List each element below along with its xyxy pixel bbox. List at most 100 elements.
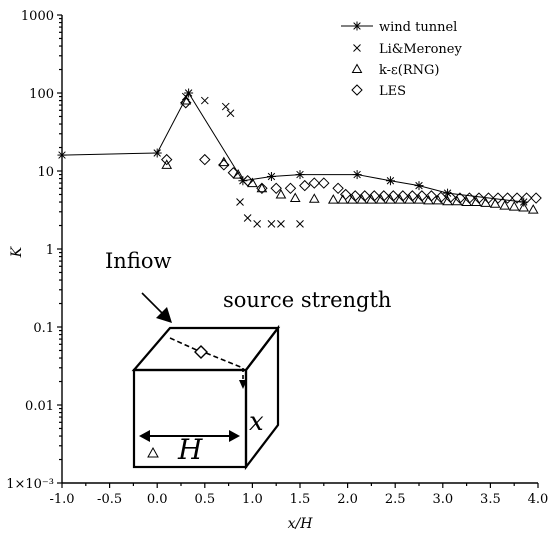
data-point-diamond xyxy=(299,179,311,192)
data-point-asterisk xyxy=(57,150,67,160)
data-point-diamond xyxy=(454,192,466,204)
data-point-triangle xyxy=(489,198,501,208)
data-point-triangle xyxy=(385,194,396,204)
data-point-x xyxy=(296,220,304,228)
data-point-diamond xyxy=(397,190,409,202)
data-point-triangle xyxy=(366,194,377,204)
data-point-diamond xyxy=(318,177,330,189)
data-point-triangle xyxy=(442,195,453,206)
data-point-diamond xyxy=(368,190,380,202)
data-point-triangle xyxy=(470,196,482,207)
data-point-triangle xyxy=(256,182,268,193)
data-point-triangle xyxy=(375,194,387,204)
data-point-triangle xyxy=(218,156,230,167)
data-point-x xyxy=(277,220,285,228)
series-asterisk xyxy=(57,88,529,207)
y-axis-title: K xyxy=(9,245,25,258)
data-point-diamond xyxy=(416,190,428,202)
data-point-asterisk xyxy=(152,148,162,158)
data-point-triangle xyxy=(527,204,539,214)
data-point-asterisk xyxy=(266,172,276,182)
data-point-x xyxy=(236,198,244,206)
inflow-arrow-line xyxy=(141,292,166,317)
data-point-diamond xyxy=(444,191,457,204)
x-tick-label: 2.5 xyxy=(385,492,406,507)
inflow-label: Infiow xyxy=(105,249,171,273)
data-point-triangle xyxy=(518,202,530,212)
data-point-diamond xyxy=(520,192,533,204)
data-point-diamond xyxy=(308,177,320,189)
legend-marker-triangle xyxy=(351,63,363,73)
legend-marker-asterisk xyxy=(352,21,362,31)
data-point-triangle xyxy=(432,194,444,205)
y-tick-label: 100 xyxy=(29,87,54,102)
data-point-triangle xyxy=(289,192,301,203)
inset-marker-icon xyxy=(147,446,159,458)
data-point-diamond xyxy=(332,182,344,195)
data-point-triangle xyxy=(161,159,173,169)
x-axis-title: x/H xyxy=(288,516,314,532)
x-tick-label: 4.0 xyxy=(528,492,549,507)
y-ticks: 1×10⁻³ 0.01 0.1 1 10 100 1000 xyxy=(6,9,62,492)
h-arrowhead-right-icon xyxy=(229,430,240,442)
data-point-diamond xyxy=(435,191,447,204)
data-point-diamond xyxy=(482,192,495,204)
cube-top-face xyxy=(131,326,281,372)
data-point-diamond xyxy=(199,153,211,166)
data-point-asterisk xyxy=(385,176,395,186)
data-point-diamond xyxy=(339,188,352,201)
y-tick-label: 0.1 xyxy=(33,321,54,336)
data-point-diamond xyxy=(241,175,254,187)
h-label: H xyxy=(177,433,203,466)
data-point-x xyxy=(221,102,230,111)
data-point-triangle xyxy=(508,201,520,211)
x-tick-label: 3.5 xyxy=(480,492,501,507)
data-point-triangle xyxy=(404,194,415,204)
series-diamond xyxy=(161,97,542,204)
data-point-diamond xyxy=(530,192,542,204)
data-point-triangle xyxy=(499,200,511,210)
plot-area xyxy=(57,88,542,228)
data-point-x xyxy=(200,96,209,105)
source-path-arrowhead-icon xyxy=(239,380,247,389)
data-point-diamond xyxy=(218,159,230,171)
x-tick-label: -0.5 xyxy=(97,492,122,507)
legend-label: k-ε(RNG) xyxy=(379,63,439,78)
inflow-arrowhead-icon xyxy=(156,307,172,323)
cube-side-face xyxy=(244,324,280,471)
data-point-diamond xyxy=(227,167,240,179)
data-point-diamond xyxy=(463,192,476,204)
data-point-x xyxy=(267,220,276,228)
data-point-diamond xyxy=(501,192,514,204)
data-point-diamond xyxy=(511,192,523,204)
h-arrowhead-left-icon xyxy=(139,430,150,442)
data-point-x xyxy=(226,109,235,118)
data-point-x xyxy=(243,214,252,222)
x-tick-label: 3.0 xyxy=(432,492,453,507)
source-point-icon xyxy=(194,345,208,359)
data-point-triangle xyxy=(413,194,425,204)
data-point-asterisk xyxy=(443,188,453,198)
data-point-diamond xyxy=(270,182,282,195)
data-point-diamond xyxy=(378,190,390,202)
x-label: x xyxy=(249,407,264,437)
x-ticks: -1.0 -0.5 0.0 0.5 1.0 1.5 2.0 2.5 3.0 3.5 4.0 xyxy=(49,483,548,507)
data-point-diamond xyxy=(180,97,192,109)
data-point-diamond xyxy=(473,192,485,204)
x-tick-label: 1.0 xyxy=(242,492,263,507)
data-point-diamond xyxy=(256,182,268,195)
data-point-diamond xyxy=(284,182,297,195)
source-path-line-2 xyxy=(205,352,244,369)
x-tick-label: 0.0 xyxy=(147,492,168,507)
y-tick-label: 0.01 xyxy=(25,399,54,414)
data-point-diamond xyxy=(406,190,419,202)
data-point-triangle xyxy=(451,195,463,206)
data-point-diamond xyxy=(387,190,400,202)
x-tick-label: -1.0 xyxy=(49,492,74,507)
x-tick-label: 1.5 xyxy=(290,492,311,507)
data-point-triangle xyxy=(232,169,244,179)
data-point-diamond xyxy=(492,192,504,204)
series-triangle xyxy=(161,95,539,214)
